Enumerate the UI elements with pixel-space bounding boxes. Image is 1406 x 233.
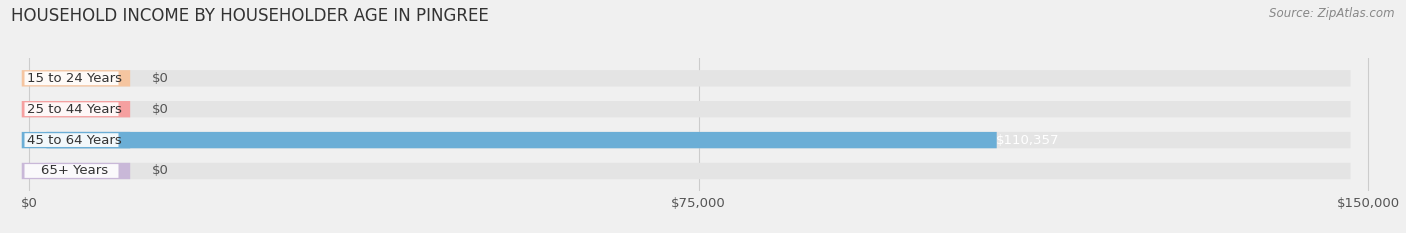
Text: 45 to 64 Years: 45 to 64 Years <box>27 134 121 147</box>
FancyBboxPatch shape <box>46 70 1351 86</box>
Text: $0: $0 <box>152 103 169 116</box>
Text: $0: $0 <box>152 164 169 178</box>
Text: 65+ Years: 65+ Years <box>41 164 108 178</box>
FancyBboxPatch shape <box>46 132 1351 148</box>
Text: $110,357: $110,357 <box>997 134 1060 147</box>
FancyBboxPatch shape <box>46 163 1351 179</box>
FancyBboxPatch shape <box>21 132 131 148</box>
FancyBboxPatch shape <box>24 133 118 147</box>
FancyBboxPatch shape <box>46 101 1351 117</box>
Text: Source: ZipAtlas.com: Source: ZipAtlas.com <box>1270 7 1395 20</box>
Text: 15 to 24 Years: 15 to 24 Years <box>27 72 122 85</box>
FancyBboxPatch shape <box>24 164 118 178</box>
Text: $0: $0 <box>152 72 169 85</box>
Text: 25 to 44 Years: 25 to 44 Years <box>27 103 121 116</box>
FancyBboxPatch shape <box>21 163 131 179</box>
FancyBboxPatch shape <box>46 132 997 148</box>
Text: HOUSEHOLD INCOME BY HOUSEHOLDER AGE IN PINGREE: HOUSEHOLD INCOME BY HOUSEHOLDER AGE IN P… <box>11 7 489 25</box>
FancyBboxPatch shape <box>21 101 131 117</box>
FancyBboxPatch shape <box>24 102 118 116</box>
FancyBboxPatch shape <box>24 72 118 85</box>
FancyBboxPatch shape <box>21 70 131 86</box>
